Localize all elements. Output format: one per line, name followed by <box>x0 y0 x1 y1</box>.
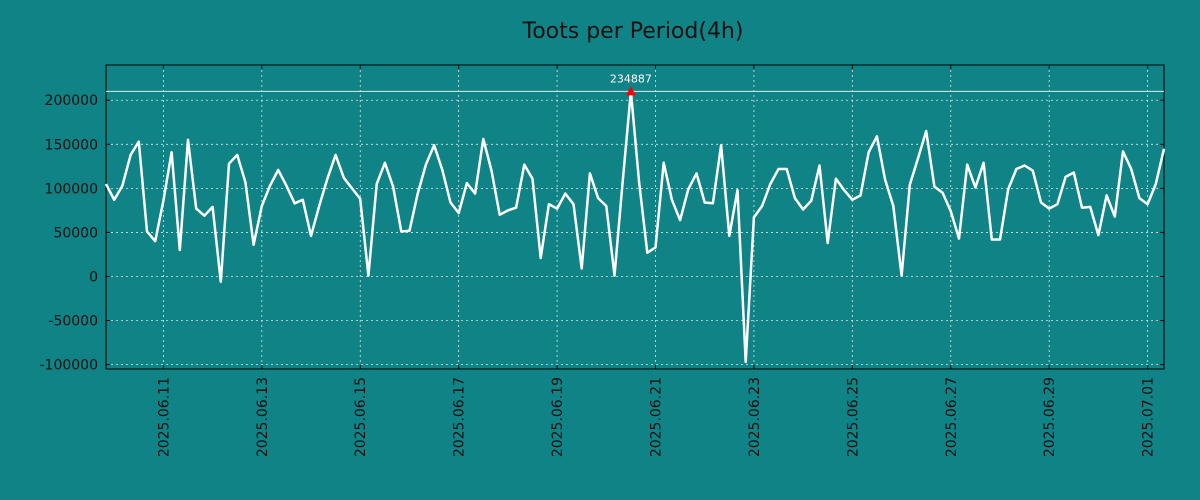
x-tick-label: 2025.06.29 <box>1042 377 1058 457</box>
chart-title: Toots per Period(4h) <box>522 19 744 44</box>
x-tick-label: 2025.06.21 <box>649 377 665 457</box>
y-tick-label: -100000 <box>40 358 99 374</box>
y-tick-label: 0 <box>89 269 98 285</box>
y-tick-label: -50000 <box>48 314 98 330</box>
x-tick-label: 2025.06.13 <box>255 377 271 457</box>
x-tick-label: 2025.06.19 <box>550 377 566 457</box>
x-tick-label: 2025.06.15 <box>353 377 369 457</box>
axis-ticks: -100000 -50000 0 50000 100000 150000 200000 202… <box>40 65 1164 457</box>
y-tick-label: 150000 <box>45 137 98 153</box>
x-tick-label: 2025.06.23 <box>747 377 763 457</box>
x-tick-label: 2025.06.27 <box>944 377 960 457</box>
x-tick-label: 2025.06.11 <box>156 377 172 457</box>
x-tick-label: 2025.06.17 <box>452 377 468 457</box>
y-tick-label: 200000 <box>45 93 98 109</box>
peak-marker <box>625 86 636 96</box>
y-tick-label: 100000 <box>45 181 98 197</box>
x-tick-label: 2025.06.25 <box>845 377 861 457</box>
series-line <box>104 90 1166 364</box>
x-tick-label: 2025.07.01 <box>1141 377 1157 457</box>
series-line-group <box>104 90 1166 364</box>
grid <box>106 65 1164 369</box>
plot-frame <box>105 64 1165 370</box>
y-tick-label: 50000 <box>53 225 98 241</box>
peak-label: 234887 <box>610 72 652 85</box>
peak-annotation: 234887 <box>610 72 652 96</box>
